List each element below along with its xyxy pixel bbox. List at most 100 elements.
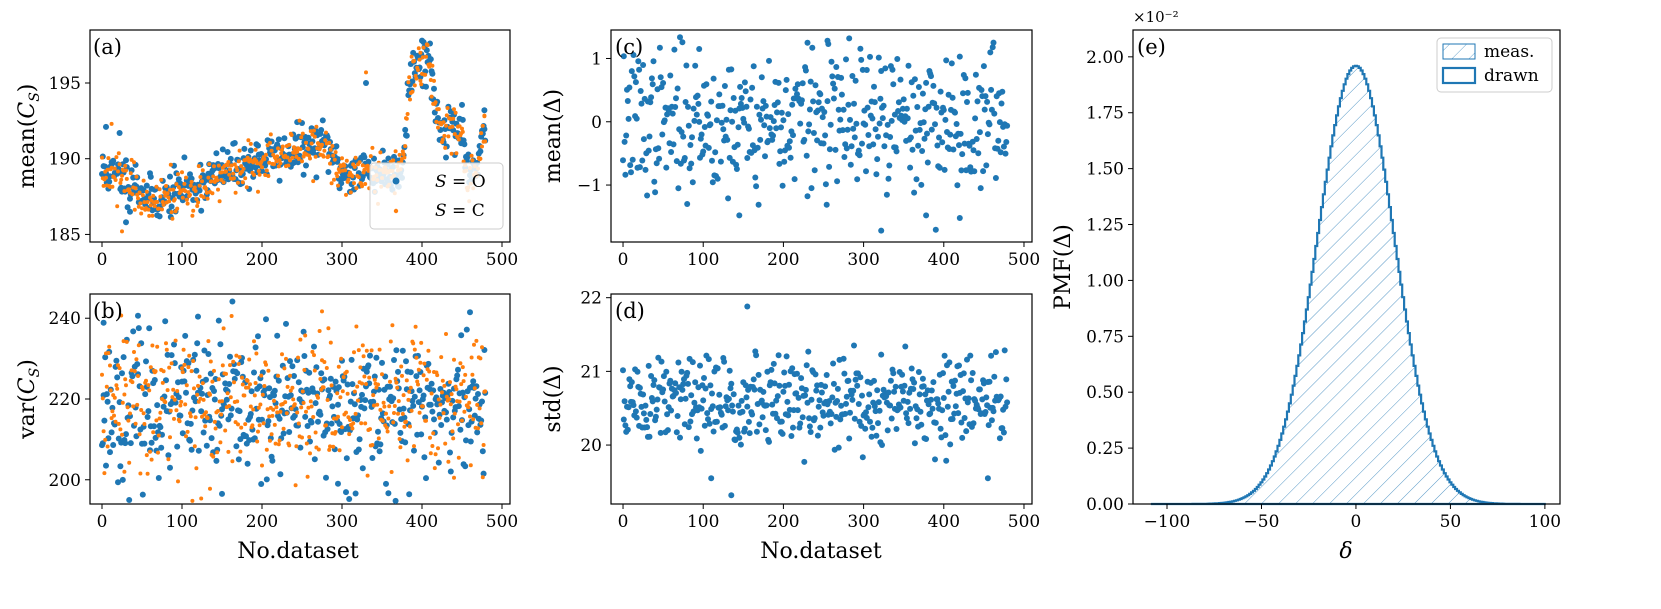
data-point <box>255 142 261 149</box>
data-point <box>262 157 267 161</box>
data-point <box>784 398 791 405</box>
data-point <box>160 403 167 410</box>
data-point <box>132 369 137 374</box>
x-tick-label: 500 <box>1008 250 1040 270</box>
data-point <box>323 474 329 481</box>
data-point <box>239 164 244 169</box>
data-point <box>932 419 939 426</box>
data-point <box>348 418 352 422</box>
data-point <box>877 95 884 102</box>
data-point <box>365 362 372 369</box>
data-point <box>460 418 464 423</box>
data-point <box>475 402 480 407</box>
panel-e-frame <box>1132 29 1561 505</box>
data-point <box>910 92 917 99</box>
data-point <box>138 201 143 206</box>
data-point <box>404 116 409 121</box>
data-point <box>405 112 410 116</box>
data-point <box>747 96 754 103</box>
data-point <box>636 66 643 73</box>
data-point <box>188 175 195 182</box>
data-point <box>657 74 664 81</box>
data-point <box>287 358 293 365</box>
data-point <box>171 387 176 392</box>
data-point <box>826 163 833 170</box>
data-point <box>971 168 978 175</box>
x-tick-label: 500 <box>486 250 518 270</box>
data-point <box>135 325 142 332</box>
data-point <box>915 84 922 90</box>
data-point <box>224 169 228 174</box>
data-point <box>426 348 431 353</box>
data-point <box>807 429 814 435</box>
y-tick-label: −1 <box>577 176 602 196</box>
data-point <box>401 414 408 421</box>
data-point <box>858 56 865 63</box>
data-point <box>823 201 830 208</box>
data-point <box>195 392 200 397</box>
data-point <box>719 102 726 109</box>
data-point <box>843 393 850 400</box>
data-point <box>266 174 271 178</box>
data-point <box>197 374 202 379</box>
data-point <box>156 206 161 211</box>
data-point <box>368 154 373 159</box>
data-point <box>279 151 284 156</box>
data-point <box>268 140 272 145</box>
data-point <box>180 370 185 375</box>
data-point <box>887 377 894 384</box>
data-point <box>348 190 353 195</box>
data-point <box>624 426 631 433</box>
data-point <box>167 199 172 204</box>
data-point <box>479 398 485 405</box>
data-point <box>436 125 440 130</box>
data-point <box>736 434 743 441</box>
legend-marker-o <box>392 177 400 185</box>
data-point <box>124 168 128 173</box>
data-point <box>107 449 113 456</box>
data-point <box>718 119 725 126</box>
data-point <box>629 156 636 163</box>
data-point <box>801 136 808 143</box>
data-point <box>254 351 259 356</box>
data-point <box>194 466 199 471</box>
data-point <box>822 383 829 390</box>
data-point <box>223 428 228 433</box>
data-point <box>790 132 796 139</box>
data-point <box>869 424 876 431</box>
data-point <box>758 116 764 123</box>
data-point <box>283 400 288 405</box>
data-point <box>296 156 301 161</box>
data-point <box>648 75 655 82</box>
data-point <box>148 195 152 200</box>
data-point <box>863 168 869 175</box>
data-point <box>321 385 326 390</box>
data-point <box>899 371 906 378</box>
data-point <box>155 200 160 204</box>
data-point <box>123 377 128 382</box>
data-point <box>705 144 712 151</box>
data-point <box>991 110 998 117</box>
data-point <box>834 178 841 185</box>
data-point <box>835 106 842 113</box>
data-point <box>704 410 711 417</box>
data-point <box>276 177 283 184</box>
data-point <box>870 141 877 148</box>
data-point <box>829 73 836 80</box>
data-point <box>626 84 633 91</box>
data-point <box>220 170 224 175</box>
data-point <box>968 377 975 384</box>
data-point <box>251 369 257 376</box>
data-point <box>240 382 245 387</box>
data-point <box>208 486 212 491</box>
data-point <box>344 192 348 197</box>
data-point <box>845 377 852 384</box>
data-point <box>317 329 322 333</box>
data-point <box>185 360 192 367</box>
data-point <box>477 148 484 155</box>
data-point <box>441 120 446 125</box>
data-point <box>292 402 297 407</box>
data-point <box>147 213 152 218</box>
data-point <box>170 395 175 400</box>
